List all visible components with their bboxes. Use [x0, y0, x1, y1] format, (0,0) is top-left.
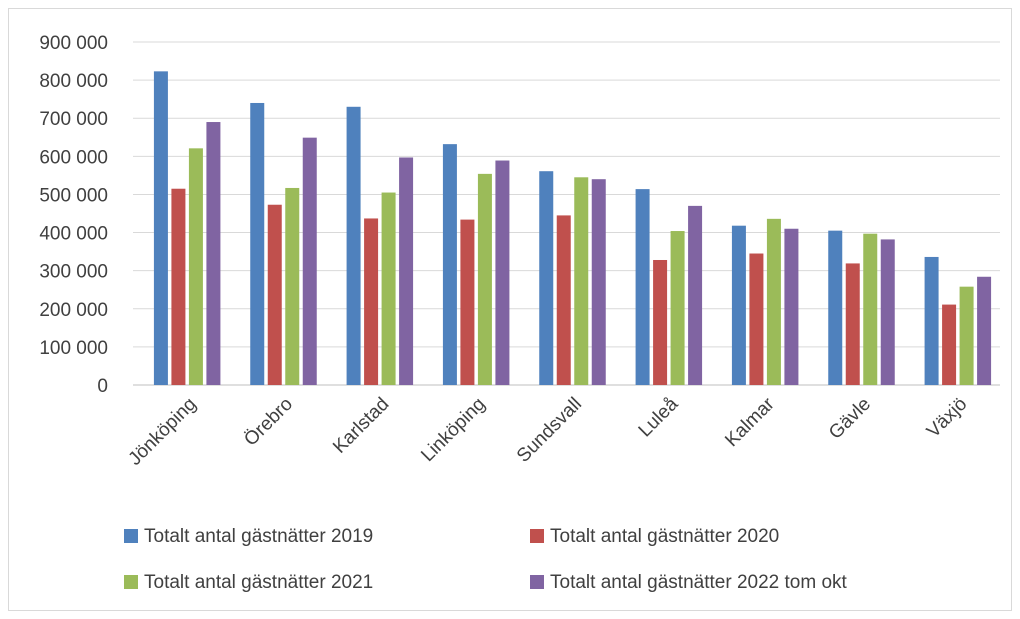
y-tick-label: 0 — [97, 376, 108, 397]
bar-3-1 — [188, 148, 203, 385]
legend-swatch — [124, 575, 138, 589]
bars — [153, 71, 992, 386]
bar-1-1 — [153, 71, 168, 386]
bar-4-4 — [495, 160, 510, 385]
bar-2-4 — [460, 219, 475, 385]
x-tick-label: Kalmar — [721, 393, 779, 451]
legend: Totalt antal gästnätter 2019 Totalt antal… — [124, 526, 848, 593]
bar-2-6 — [653, 259, 668, 385]
legend-swatch — [530, 575, 544, 589]
legend-label: Totalt antal gästnätter 2019 — [144, 526, 373, 547]
x-axis-tick-labels: Jönköping Örebro Karlstad Linköping Sundsval… — [125, 393, 972, 470]
y-tick-label: 500 000 — [39, 185, 108, 206]
y-axis-tick-labels: 0 100 000 200 000 300 000 400 000 500 000 600 … — [39, 33, 108, 397]
bar-2-7 — [749, 253, 764, 385]
x-tick-label: Linköping — [417, 394, 489, 466]
bar-4-6 — [688, 205, 703, 385]
x-tick-label: Växjö — [923, 394, 971, 442]
bar-2-2 — [267, 204, 282, 385]
bar-3-6 — [670, 231, 685, 385]
x-tick-label: Gävle — [825, 394, 875, 444]
bar-4-7 — [784, 228, 799, 385]
bar-1-7 — [731, 225, 746, 385]
bar-1-5 — [539, 171, 554, 385]
x-tick-label: Sundsvall — [513, 394, 586, 467]
x-tick-label: Karlstad — [329, 394, 393, 458]
bar-3-2 — [285, 187, 300, 385]
x-tick-label: Örebro — [240, 394, 297, 451]
bar-4-5 — [591, 179, 606, 385]
bar-1-3 — [346, 106, 361, 386]
bar-2-5 — [556, 215, 571, 385]
bar-4-8 — [880, 239, 895, 385]
legend-swatch — [124, 529, 138, 543]
legend-swatch — [530, 529, 544, 543]
bar-3-3 — [381, 192, 396, 385]
bar-3-4 — [477, 173, 492, 385]
bar-4-2 — [302, 137, 317, 385]
y-tick-label: 400 000 — [39, 224, 108, 245]
y-tick-label: 300 000 — [39, 262, 108, 283]
x-tick-label: Jönköping — [125, 394, 201, 470]
y-tick-label: 900 000 — [39, 33, 108, 54]
bar-1-2 — [250, 102, 265, 385]
y-tick-label: 700 000 — [39, 109, 108, 130]
bar-1-8 — [828, 230, 843, 385]
bar-4-3 — [399, 157, 414, 385]
bar-2-1 — [171, 188, 186, 385]
bar-3-8 — [863, 233, 878, 385]
bar-4-9 — [977, 276, 992, 385]
bar-3-9 — [959, 286, 974, 385]
bar-2-8 — [845, 263, 860, 385]
y-tick-label: 600 000 — [39, 147, 108, 168]
bar-1-6 — [635, 189, 650, 385]
y-tick-label: 800 000 — [39, 71, 108, 92]
bar-2-3 — [364, 218, 379, 385]
bar-4-1 — [206, 122, 221, 386]
y-tick-label: 200 000 — [39, 300, 108, 321]
y-tick-label: 100 000 — [39, 338, 108, 359]
x-tick-label: Luleå — [635, 393, 683, 441]
bar-3-5 — [574, 177, 589, 385]
bar-1-9 — [924, 256, 939, 385]
bar-2-9 — [942, 304, 957, 385]
bar-3-7 — [766, 218, 781, 385]
legend-label: Totalt antal gästnätter 2022 tom okt — [550, 572, 848, 593]
legend-label: Totalt antal gästnätter 2020 — [550, 526, 779, 547]
legend-label: Totalt antal gästnätter 2021 — [144, 572, 373, 593]
bar-1-4 — [442, 144, 457, 385]
